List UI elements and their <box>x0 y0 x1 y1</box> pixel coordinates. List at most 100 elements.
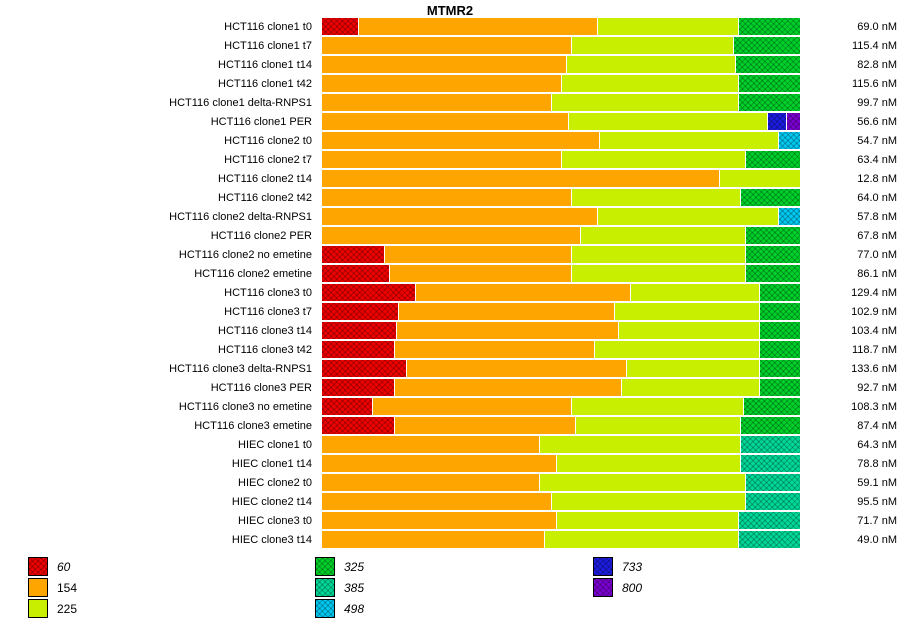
bar-segment-60 <box>322 379 394 396</box>
row-value: 99.7 nM <box>857 96 897 109</box>
stacked-bar <box>322 360 800 377</box>
bar-segment-154 <box>393 417 576 434</box>
legend-swatch <box>593 578 613 597</box>
chart-row: HCT116 clone2 t42 64.0 nM <box>0 188 897 207</box>
bar-segment-225 <box>539 474 746 491</box>
row-value: 64.0 nM <box>857 191 897 204</box>
row-value: 64.3 nM <box>857 438 897 451</box>
row-label: HCT116 clone3 t42 <box>218 343 312 356</box>
row-label: HCT116 clone3 PER <box>210 381 312 394</box>
stacked-bar <box>322 303 800 320</box>
stacked-bar <box>322 436 800 453</box>
bar-segment-225 <box>565 56 736 73</box>
row-label: HIEC clone1 t14 <box>231 457 312 470</box>
bar-segment-225 <box>570 189 741 206</box>
bar-segment-225 <box>596 18 738 35</box>
chart-row: HCT116 clone3 t0 129.4 nM <box>0 283 897 302</box>
chart-row: HCT116 clone2 emetine 86.1 nM <box>0 264 897 283</box>
stacked-bar <box>322 512 800 529</box>
row-value: 108.3 nM <box>851 400 897 413</box>
bar-segment-60 <box>322 265 389 282</box>
stacked-bar <box>322 113 800 130</box>
row-value: 95.5 nM <box>857 495 897 508</box>
bar-segment-325 <box>759 341 800 358</box>
legend-label: 498 <box>344 601 365 616</box>
bar-segment-225 <box>570 246 745 263</box>
legend-column: 60 154 225 <box>28 556 77 619</box>
chart-row: HCT116 clone2 delta-RNPS1 57.8 nM <box>0 207 897 226</box>
legend-swatch <box>593 557 613 576</box>
stacked-bar <box>322 94 800 111</box>
legend-item: 60 <box>28 556 77 577</box>
chart-title: MTMR2 <box>426 3 474 18</box>
legend-item: 225 <box>28 598 77 619</box>
row-label: HCT116 clone1 t14 <box>218 58 312 71</box>
row-value: 56.6 nM <box>857 115 897 128</box>
legend-swatch <box>28 578 48 597</box>
row-label: HCT116 clone1 t7 <box>224 39 312 52</box>
bar-segment-154 <box>393 341 595 358</box>
bar-segment-225 <box>575 417 741 434</box>
chart-row: HCT116 clone2 t0 54.7 nM <box>0 131 897 150</box>
row-value: 59.1 nM <box>857 476 897 489</box>
row-value: 102.9 nM <box>851 305 897 318</box>
bar-segment-60 <box>322 322 397 339</box>
row-value: 78.8 nM <box>857 457 897 470</box>
chart-row: HIEC clone1 t14 78.8 nM <box>0 454 897 473</box>
bar-segment-385 <box>737 512 800 529</box>
bar-segment-225 <box>570 398 743 415</box>
bar-segment-325 <box>740 417 800 434</box>
legend-item: 800 <box>593 577 642 598</box>
row-value: 67.8 nM <box>857 229 897 242</box>
row-label: HCT116 clone2 t0 <box>224 134 312 147</box>
bar-segment-154 <box>322 113 569 130</box>
legend-label: 225 <box>57 601 78 616</box>
chart-row: HCT116 clone1 t7 115.4 nM <box>0 36 897 55</box>
row-value: 115.6 nM <box>851 77 897 90</box>
bar-segment-225 <box>544 531 738 548</box>
bar-segment-154 <box>357 18 597 35</box>
row-label: HCT116 clone2 t14 <box>218 172 312 185</box>
legend-swatch <box>315 599 335 618</box>
row-label: HCT116 clone2 t7 <box>224 153 312 166</box>
chart-row: HCT116 clone3 t14 103.4 nM <box>0 321 897 340</box>
bar-segment-225 <box>596 208 779 225</box>
chart-row: HIEC clone2 t14 95.5 nM <box>0 492 897 511</box>
stacked-bar <box>322 56 800 73</box>
bar-segment-225 <box>551 94 738 111</box>
bar-segment-154 <box>322 37 571 54</box>
bar-segment-225 <box>618 322 760 339</box>
bar-segment-154 <box>396 322 619 339</box>
row-value: 87.4 nM <box>857 419 897 432</box>
chart-row: HCT116 clone1 PER 56.6 nM <box>0 112 897 131</box>
row-value: 69.0 nM <box>857 20 897 33</box>
bar-segment-154 <box>322 56 566 73</box>
row-value: 103.4 nM <box>851 324 897 337</box>
stacked-bar <box>322 151 800 168</box>
row-label: HCT116 clone3 delta-RNPS1 <box>169 362 312 375</box>
bar-segment-325 <box>733 37 800 54</box>
bar-segment-325 <box>759 360 800 377</box>
bar-segment-60 <box>322 398 373 415</box>
bar-segment-325 <box>740 189 800 206</box>
legend-item: 385 <box>315 577 364 598</box>
chart-row: HCT116 clone3 t7 102.9 nM <box>0 302 897 321</box>
bar-segment-325 <box>745 265 800 282</box>
legend-label: 60 <box>57 559 71 574</box>
row-label: HCT116 clone2 emetine <box>194 267 312 280</box>
legend-item: 325 <box>315 556 364 577</box>
row-value: 118.7 nM <box>851 343 897 356</box>
bar-segment-225 <box>580 227 746 244</box>
bar-segment-154 <box>322 94 552 111</box>
stacked-bar <box>322 455 800 472</box>
stacked-bar <box>322 189 800 206</box>
bar-segment-325 <box>742 398 800 415</box>
row-value: 115.4 nM <box>851 39 897 52</box>
bar-segment-154 <box>322 436 540 453</box>
bar-segment-60 <box>322 303 399 320</box>
row-label: HCT116 clone1 t42 <box>218 77 312 90</box>
row-label: HIEC clone3 t0 <box>238 514 312 527</box>
bar-segment-154 <box>388 265 571 282</box>
